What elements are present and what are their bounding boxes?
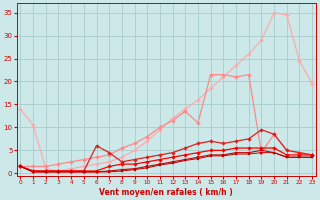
X-axis label: Vent moyen/en rafales ( km/h ): Vent moyen/en rafales ( km/h ) bbox=[100, 188, 233, 197]
